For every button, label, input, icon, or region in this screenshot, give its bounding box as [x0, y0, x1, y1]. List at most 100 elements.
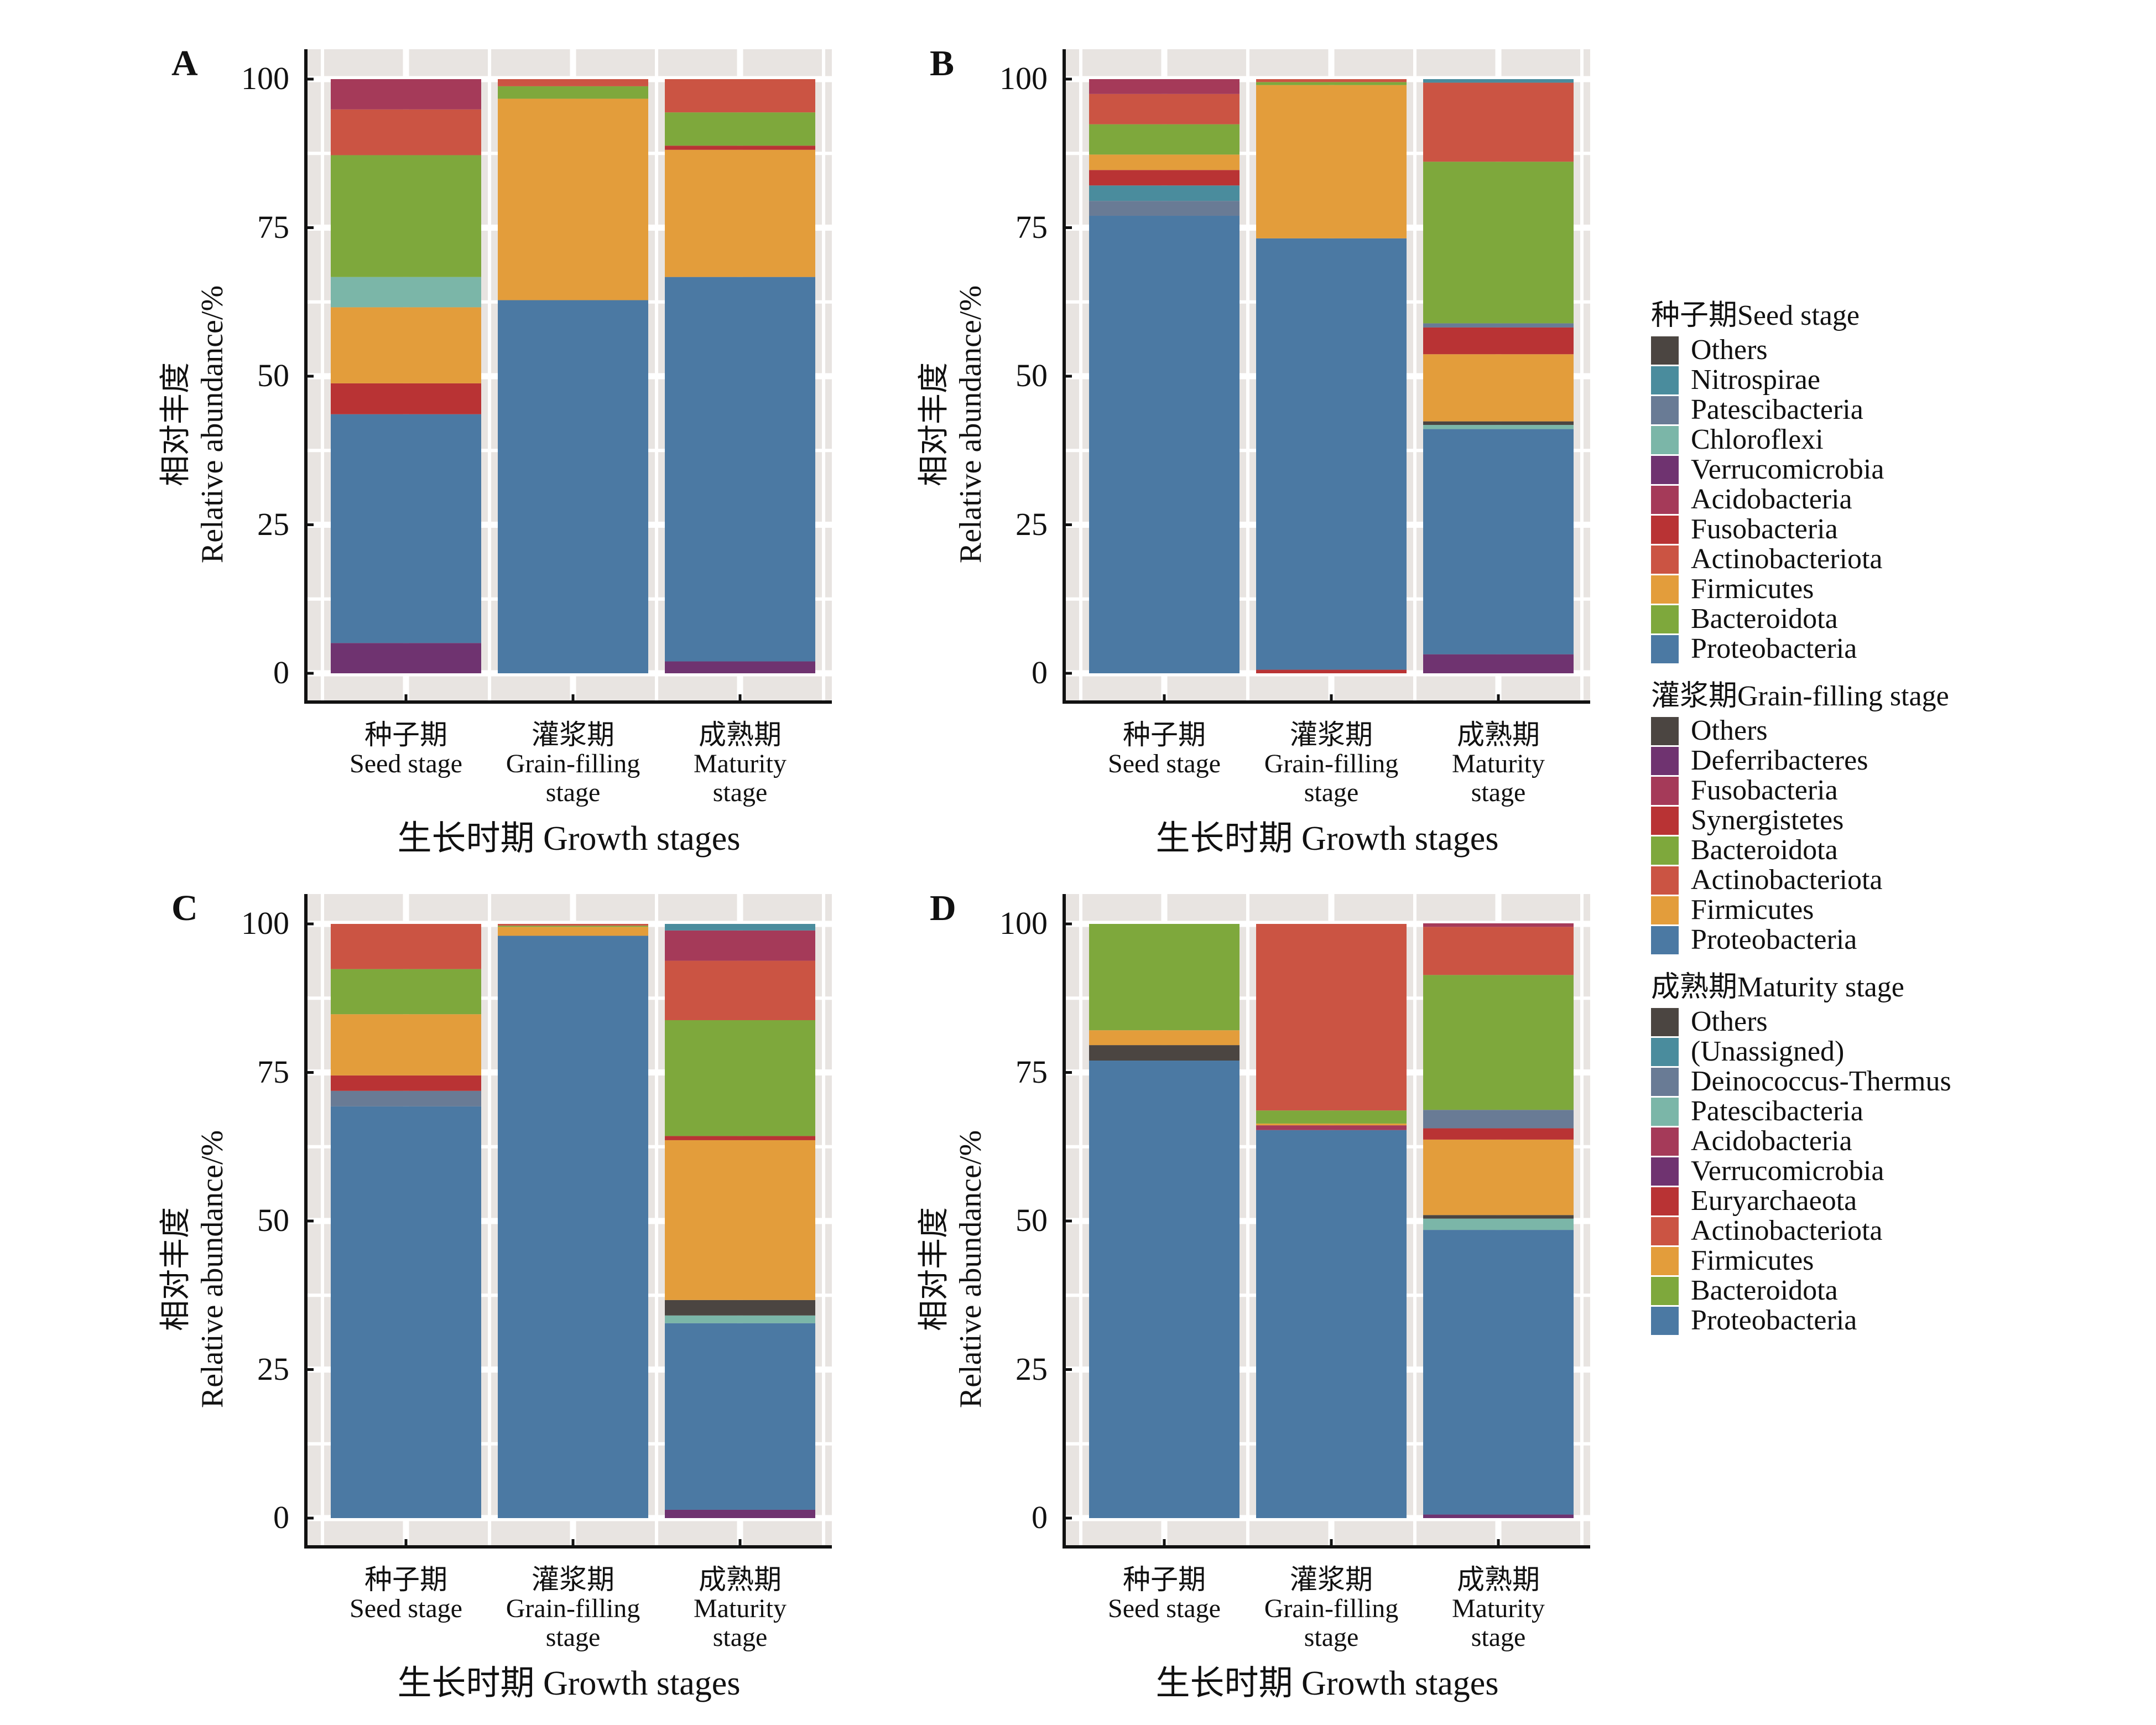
bar-segment [498, 98, 648, 300]
legend-item: (Unassigned) [1651, 1037, 2138, 1067]
y-tick-label: 25 [1015, 1350, 1048, 1387]
x-tick-label-en: stage [545, 778, 601, 807]
legend-label: Synergistetes [1691, 804, 1844, 836]
bar-segment [331, 277, 481, 308]
legend-title: 成熟期Maturity stage [1651, 971, 1904, 1003]
legend-label: Deinococcus-Thermus [1691, 1066, 1951, 1097]
bar-segment [665, 1136, 815, 1140]
x-tick-label: 成熟期 Maturity stage [1415, 1565, 1581, 1652]
legend-label: Others [1691, 334, 1768, 366]
legend-item: Deinococcus-Thermus [1651, 1067, 2138, 1097]
legend-swatch [1651, 1007, 1679, 1036]
bar-segment [1089, 201, 1240, 216]
legend-item: Bacteroidota [1651, 1276, 2138, 1306]
y-tick-label: 0 [273, 1499, 289, 1535]
x-tick-label-cn: 成熟期 [1457, 719, 1540, 750]
legend-group: 成熟期Maturity stage Others (Unassigned) Deino… [1651, 970, 2138, 1336]
y-tick-label: 100 [241, 60, 289, 96]
bar-segment [1256, 669, 1407, 673]
bar-segment [1423, 1230, 1574, 1515]
bar-segment [1256, 1123, 1407, 1126]
legend-swatch [1651, 1037, 1679, 1066]
legend-item: Fusobacteria [1651, 515, 2138, 544]
bar-segment [498, 79, 648, 86]
bar-segment [331, 1014, 481, 1075]
x-tick-label-en: stage [712, 1623, 768, 1652]
x-tick-label-en: stage [1471, 1623, 1526, 1652]
x-tick-label: 成熟期 Maturity stage [1415, 720, 1581, 807]
legend-label: Verrucomicrobia [1691, 454, 1884, 485]
y-tick-label: 0 [1032, 654, 1048, 690]
x-tick-label-cn: 种子期 [364, 719, 447, 750]
legend-label: Verrucomicrobia [1691, 1155, 1884, 1187]
bar-segment [1256, 1125, 1407, 1130]
x-axis-title: 生长时期 Growth stages [397, 1665, 741, 1702]
legend-label: Firmicutes [1691, 894, 1814, 926]
legend-swatch [1651, 1157, 1679, 1186]
legend-swatch [1651, 896, 1679, 924]
bar-segment [498, 300, 648, 673]
legend-item: Actinobacteriota [1651, 544, 2138, 574]
legend-label: Patescibacteria [1691, 1095, 1863, 1127]
y-axis-title-cn: 相对丰度 [159, 1207, 193, 1331]
legend-item: Deferribacteres [1651, 746, 2138, 776]
bar-segment [1089, 1045, 1240, 1061]
bar-segment [665, 1020, 815, 1136]
legend-swatch [1651, 366, 1679, 394]
bar-segment [665, 277, 815, 662]
legend-item: Patescibacteria [1651, 395, 2138, 425]
legend-label: Bacteroidota [1691, 1275, 1838, 1306]
bar-segment [1256, 85, 1407, 238]
legend-label: Bacteroidota [1691, 603, 1838, 635]
x-tick-label-cn: 成熟期 [699, 719, 782, 750]
bar-segment [498, 926, 648, 927]
legend-label: Deferribacteres [1691, 745, 1868, 776]
legend-item: Chloroflexi [1651, 425, 2138, 455]
bar-segment [1256, 924, 1407, 1111]
legend-item: Verrucomicrobia [1651, 455, 2138, 485]
legend-swatch [1651, 545, 1679, 574]
x-tick-label-cn: 灌浆期 [532, 719, 614, 750]
panel-letter: A [171, 43, 198, 84]
bar-segment [1423, 354, 1574, 422]
legend-item: Others [1651, 1007, 2138, 1037]
legend-swatch [1651, 1127, 1679, 1156]
bar-segment [1423, 1218, 1574, 1230]
legend-label: Others [1691, 1006, 1768, 1037]
bar-segment [1423, 323, 1574, 328]
y-tick-label: 50 [257, 357, 289, 393]
bar-segment [665, 112, 815, 146]
legend-swatch [1651, 1217, 1679, 1245]
legend-label: Firmicutes [1691, 1245, 1814, 1276]
bar-segment [665, 661, 815, 673]
y-axis-title: 相对丰度 Relative abundance/% [916, 1042, 989, 1496]
legend-swatch [1651, 746, 1679, 775]
y-tick-label: 25 [257, 506, 289, 542]
x-tick-label-cn: 种子期 [1123, 719, 1206, 750]
y-axis-title-cn: 相对丰度 [917, 1207, 951, 1331]
x-tick-label: 成熟期 Maturity stage [657, 1565, 823, 1652]
bar-stack [1256, 924, 1407, 1518]
bar-segment [1423, 1139, 1574, 1215]
bar-segment [1089, 154, 1240, 170]
bar-segment [331, 924, 481, 969]
legend-item: Others [1651, 335, 2138, 365]
bar-segment [665, 1140, 815, 1300]
y-axis-title-en: Relative abundance/% [195, 1130, 230, 1409]
legend-item: Nitrospirae [1651, 365, 2138, 395]
y-tick-label: 0 [273, 654, 289, 690]
bar-stack [331, 924, 481, 1518]
legend-label: Nitrospirae [1691, 364, 1820, 396]
bar-segment [1423, 975, 1574, 1110]
x-tick-label-en: Maturity [694, 749, 787, 778]
x-tick-label-en: stage [712, 778, 768, 807]
x-tick-label-en: Seed stage [1108, 1594, 1221, 1623]
legend-swatch [1651, 336, 1679, 365]
x-tick-label-en: stage [1471, 778, 1526, 807]
bar-segment [1423, 654, 1574, 673]
bar-segment [1089, 79, 1240, 94]
legend-label: Proteobacteria [1691, 1305, 1857, 1336]
legend-item: Proteobacteria [1651, 1306, 2138, 1336]
bar-segment [1256, 1110, 1407, 1124]
x-tick-label: 灌浆期 Grain-filling stage [1248, 720, 1414, 807]
